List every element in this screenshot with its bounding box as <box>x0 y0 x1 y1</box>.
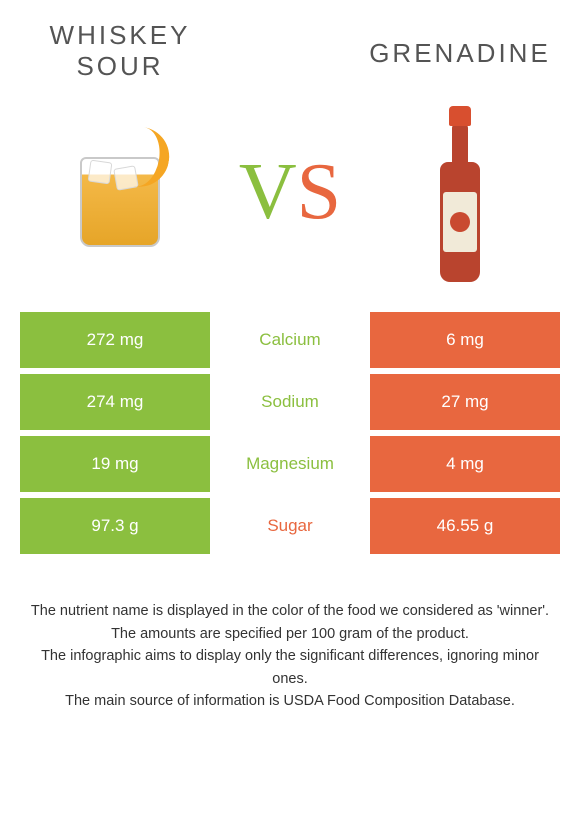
right-image <box>360 92 560 292</box>
cell-left: 19 mg <box>20 436 210 492</box>
footer-notes: The nutrient name is displayed in the co… <box>0 560 580 712</box>
vs-s: S <box>297 148 342 236</box>
cell-label: Magnesium <box>210 436 370 492</box>
table-row: 272 mgCalcium6 mg <box>20 312 560 368</box>
cell-right: 46.55 g <box>370 498 560 554</box>
title-left: WHISKEY SOUR <box>20 20 220 82</box>
title-right: GRENADINE <box>360 20 560 69</box>
title-left-line2: SOUR <box>76 51 163 81</box>
cell-left: 274 mg <box>20 374 210 430</box>
footer-line-2: The amounts are specified per 100 gram o… <box>24 623 556 645</box>
table-row: 274 mgSodium27 mg <box>20 374 560 430</box>
cell-left: 272 mg <box>20 312 210 368</box>
table-row: 19 mgMagnesium4 mg <box>20 436 560 492</box>
title-left-line1: WHISKEY <box>50 20 191 50</box>
vs-v: V <box>239 148 297 236</box>
footer-line-3: The infographic aims to display only the… <box>24 645 556 690</box>
cell-right: 4 mg <box>370 436 560 492</box>
cell-label: Sugar <box>210 498 370 554</box>
title-right-text: GRENADINE <box>369 38 551 68</box>
left-image <box>20 92 220 292</box>
cell-label: Calcium <box>210 312 370 368</box>
vs-label: VS <box>220 147 360 238</box>
images-row: VS <box>0 82 580 312</box>
cell-right: 6 mg <box>370 312 560 368</box>
nutrient-table: 272 mgCalcium6 mg 274 mgSodium27 mg 19 mgM… <box>0 312 580 554</box>
whiskey-sour-icon <box>75 137 165 247</box>
footer-line-1: The nutrient name is displayed in the co… <box>24 600 556 622</box>
footer-line-4: The main source of information is USDA F… <box>24 690 556 712</box>
cell-right: 27 mg <box>370 374 560 430</box>
header: WHISKEY SOUR GRENADINE <box>0 0 580 82</box>
cell-label: Sodium <box>210 374 370 430</box>
cell-left: 97.3 g <box>20 498 210 554</box>
table-row: 97.3 gSugar46.55 g <box>20 498 560 554</box>
grenadine-bottle-icon <box>435 102 485 282</box>
